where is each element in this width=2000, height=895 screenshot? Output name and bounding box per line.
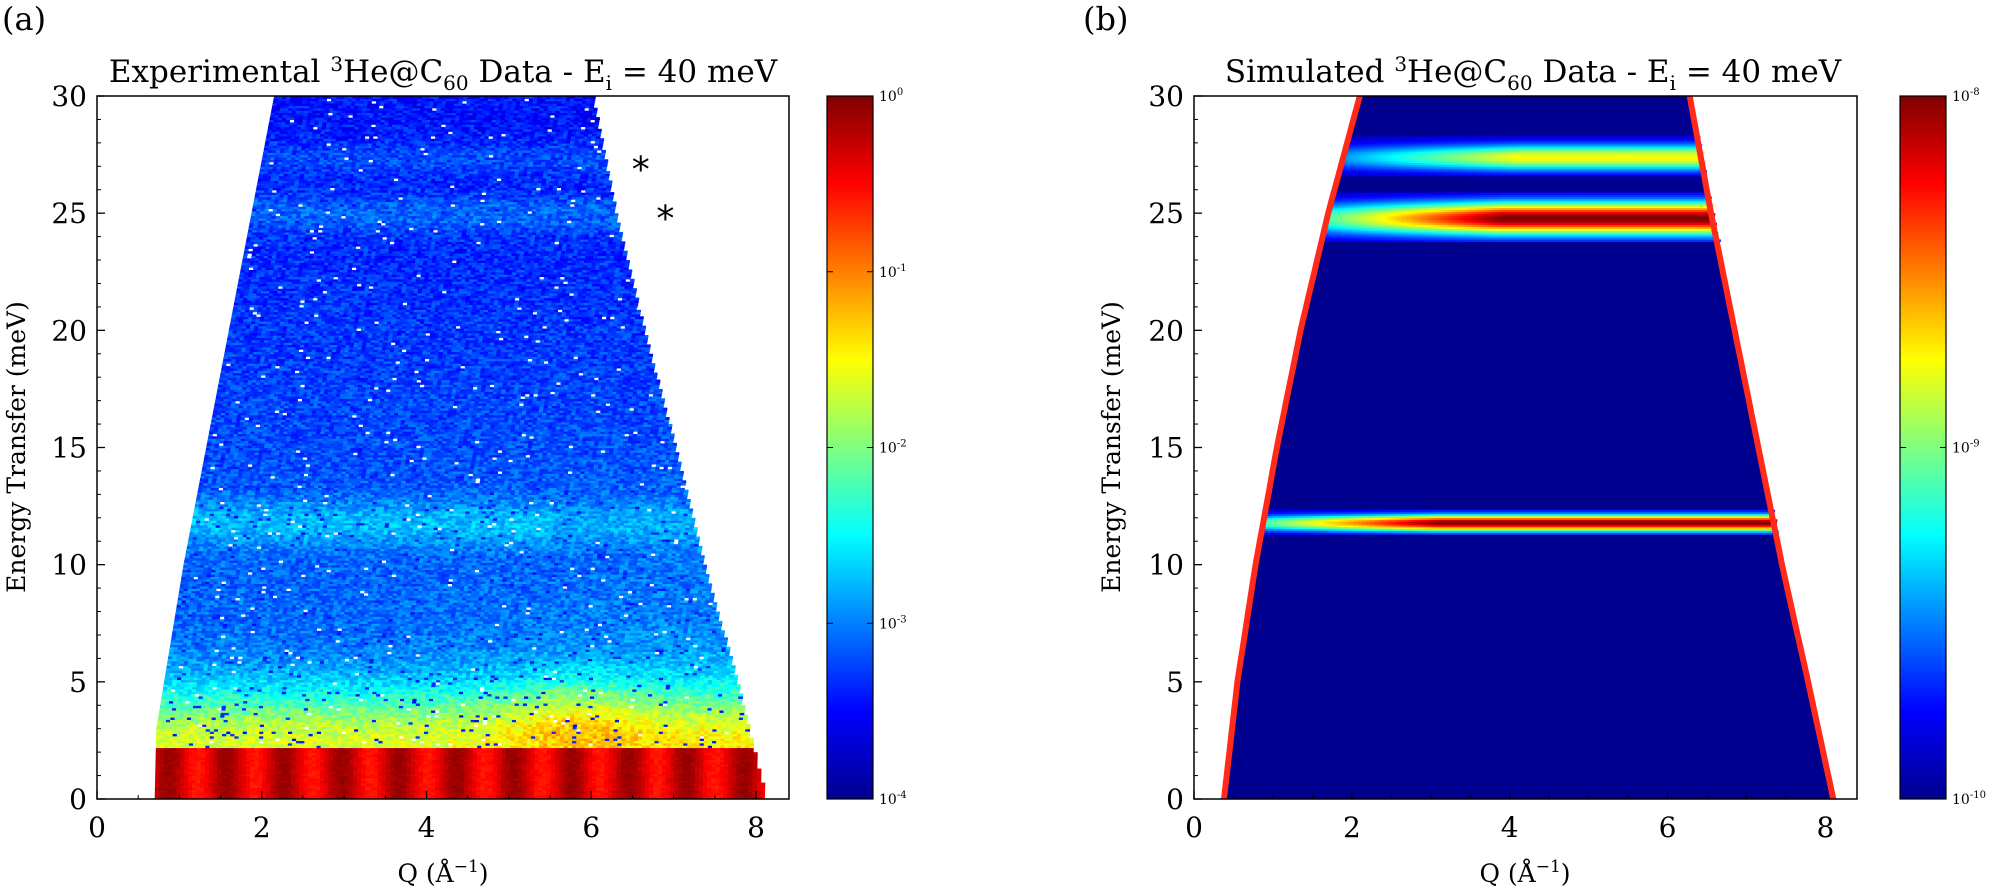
panel-a-label: (a): [2, 0, 46, 38]
panel-a-title: Experimental 3He@C60 Data - Ei = 40 meV: [109, 52, 778, 95]
heatmap-cell: [757, 769, 762, 772]
figure: (a) Experimental 3He@C60 Data - Ei = 40 …: [0, 0, 2000, 895]
panel-a: (a) Experimental 3He@C60 Data - Ei = 40 …: [2, 0, 907, 888]
heatmap-cell: [753, 752, 758, 755]
heatmap-cell: [749, 738, 754, 741]
heatmap-cell: [761, 783, 766, 786]
